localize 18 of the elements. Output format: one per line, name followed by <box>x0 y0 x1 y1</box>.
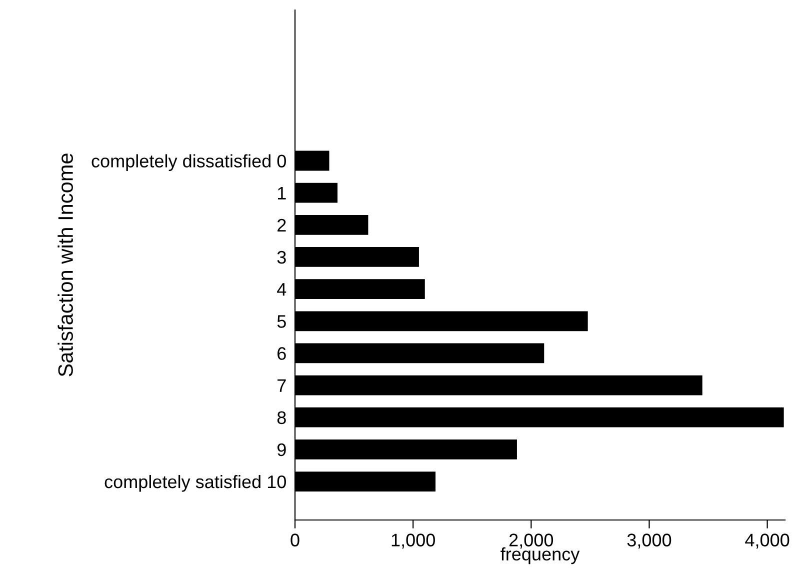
y-tick-label: 3 <box>277 250 286 264</box>
x-tick-label: 1,000 <box>392 534 435 549</box>
y-tick-label: 5 <box>277 315 286 328</box>
y-tick-label: 6 <box>278 347 286 360</box>
y-tick-label: 1 <box>278 186 286 200</box>
y-tick-label: 8 <box>277 411 286 424</box>
y-tick-label: completely satisfied 10 <box>104 474 286 492</box>
y-tick-label: 4 <box>277 283 286 296</box>
y-tick-label: 7 <box>278 379 286 392</box>
x-tick-label: 0 <box>290 534 300 546</box>
y-axis-title: Satisfaction with Income <box>58 154 73 376</box>
y-tick-label: 2 <box>278 218 286 232</box>
x-tick-label: 4,000 <box>745 534 790 549</box>
y-tick-label: 9 <box>277 443 286 456</box>
x-tick-label: 3,000 <box>627 534 672 549</box>
x-tick-label: 2,000 <box>509 534 554 549</box>
y-tick-label: completely dissatisfied 0 <box>92 154 286 172</box>
x-axis-title: frequency <box>500 547 580 564</box>
